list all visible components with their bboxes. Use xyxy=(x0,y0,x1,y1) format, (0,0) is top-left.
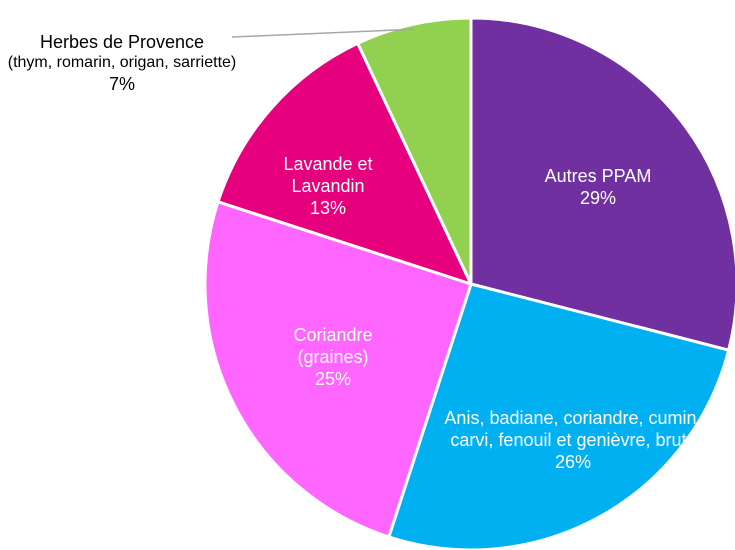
value-label: 13% xyxy=(309,198,347,218)
pie-slice xyxy=(469,16,735,352)
pie-slice xyxy=(216,41,474,287)
slice-label: Herbes de Provence (thym, romarin, origan… xyxy=(2,31,242,95)
category-description: (thym, romarin, origan, sarriette) xyxy=(7,54,237,71)
category-label: Anis, badiane, coriandre, cumin, carvi, … xyxy=(444,408,702,450)
category-label: Coriandre (graines) xyxy=(293,325,373,367)
category-label: Herbes de Provence xyxy=(39,32,205,52)
slice-label: Anis, badiane, coriandre, cumin, carvi, … xyxy=(433,407,713,473)
slice-label: Coriandre (graines) 25% xyxy=(276,324,391,390)
value-label: 7% xyxy=(108,74,135,94)
pie-slice xyxy=(355,16,473,285)
slice-label: Autres PPAM 29% xyxy=(508,165,688,209)
leader-line xyxy=(231,28,415,38)
value-label: 26% xyxy=(554,452,592,472)
value-label: 25% xyxy=(314,369,352,389)
category-label: Autres PPAM xyxy=(544,166,652,186)
pie-slice xyxy=(386,282,731,550)
slice-label: Lavande et Lavandin 13% xyxy=(268,153,388,219)
category-label: Lavande et Lavandin xyxy=(283,154,373,196)
value-label: 29% xyxy=(579,188,617,208)
pie-slice xyxy=(203,199,473,539)
